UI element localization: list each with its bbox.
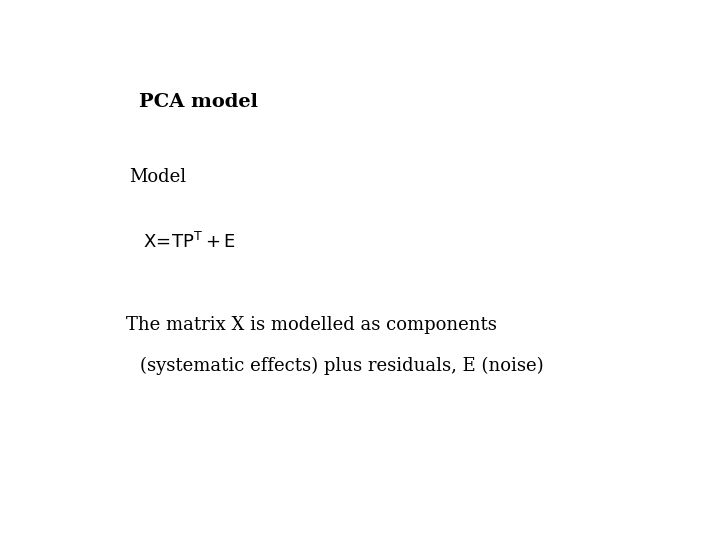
Text: (systematic effects) plus residuals, E (noise): (systematic effects) plus residuals, E (… [140, 357, 544, 375]
Text: PCA model: PCA model [139, 93, 258, 111]
Text: $\mathrm{X\!=\!TP^{T} + E}$: $\mathrm{X\!=\!TP^{T} + E}$ [143, 232, 236, 252]
Text: The matrix X is modelled as components: The matrix X is modelled as components [126, 316, 497, 334]
Text: Model: Model [129, 168, 186, 186]
